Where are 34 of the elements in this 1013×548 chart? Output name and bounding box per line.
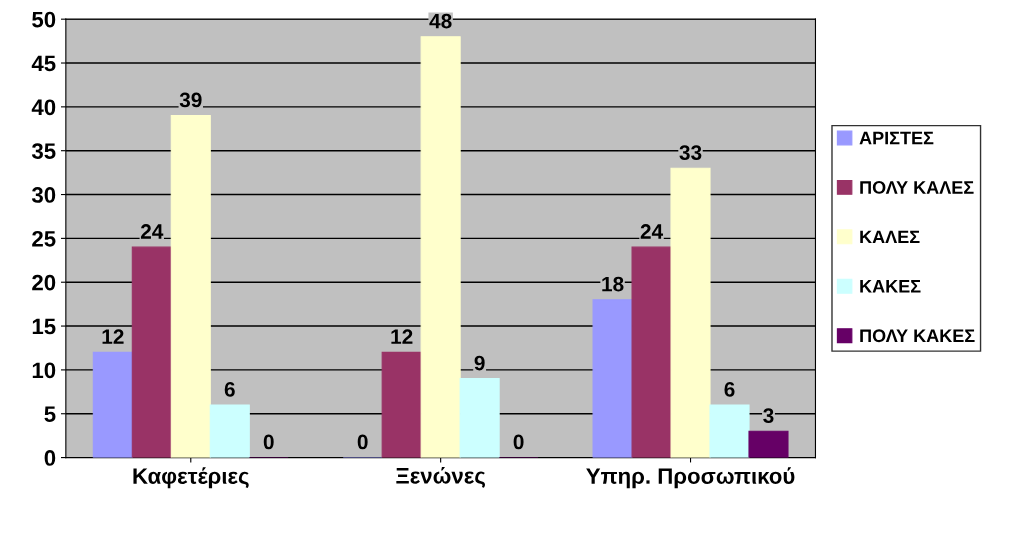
y-tick-label: 20: [32, 274, 56, 291]
legend-label: ΑΡΙΣΤΕΣ: [859, 131, 934, 145]
data-label: 33: [679, 145, 702, 160]
data-label: 12: [102, 329, 124, 344]
data-label: 12: [391, 329, 413, 344]
data-label: 18: [602, 276, 624, 292]
y-tick-label: 10: [32, 362, 56, 379]
x-tick-label: Καφετέριες: [133, 467, 249, 489]
y-tick-label: 0: [44, 450, 56, 466]
legend-label: ΠΟΛΥ ΚΑΛΕΣ: [860, 181, 974, 194]
y-tick-label: 15: [32, 318, 56, 335]
y-tick-label: 35: [31, 143, 56, 159]
data-label: 6: [224, 381, 235, 397]
y-tick-label: 30: [31, 187, 56, 203]
data-label: 3: [763, 408, 774, 424]
data-label: 0: [263, 434, 274, 450]
y-tick-label: 40: [31, 99, 56, 116]
legend-label: ΚΑΚΕΣ: [860, 280, 921, 293]
data-label: 0: [357, 434, 368, 450]
data-label: 9: [474, 355, 485, 371]
y-tick-label: 45: [31, 55, 56, 72]
legend-label: ΚΑΛΕΣ: [860, 230, 920, 244]
x-tick-label: Υπηρ. Προσωπικού: [586, 467, 795, 489]
data-label: 6: [724, 381, 735, 397]
data-label: 24: [640, 224, 664, 239]
y-tick-label: 50: [32, 11, 56, 28]
y-tick-label: 25: [32, 230, 56, 247]
data-label: 24: [140, 224, 164, 239]
legend-label: ΠΟΛΥ ΚΑΚΕΣ: [860, 329, 975, 343]
data-label: 39: [179, 92, 202, 108]
data-label: 0: [513, 434, 524, 450]
x-tick-label: Ξενώνες: [396, 467, 485, 488]
y-tick-label: 5: [44, 406, 56, 423]
data-label: 48: [429, 13, 452, 29]
